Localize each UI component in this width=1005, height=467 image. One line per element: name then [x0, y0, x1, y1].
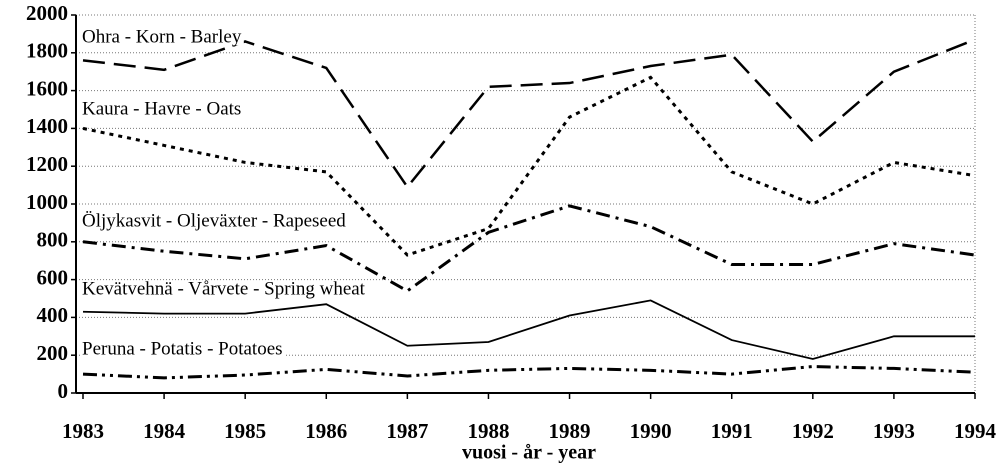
series-line: [82, 299, 975, 360]
series-line: [82, 204, 976, 293]
x-tick-label: 1987: [386, 419, 428, 443]
x-tick-label: 1984: [143, 419, 186, 443]
series-label: Ohra - Korn - Barley: [82, 26, 242, 47]
series-label-bg: [80, 100, 244, 118]
y-tick-label: 1400: [26, 114, 68, 138]
x-tick-label: 1994: [954, 419, 997, 443]
series-line: [82, 365, 976, 380]
series-label-bg: [80, 28, 244, 46]
series-label-bg: [80, 212, 349, 230]
series-line: [82, 38, 976, 190]
x-tick-label: 1992: [792, 419, 834, 443]
series-label-bg: [80, 280, 368, 298]
x-tick-label: 1993: [873, 419, 915, 443]
series-label: Kaura - Havre - Oats: [82, 98, 241, 119]
x-tick-label: 1986: [305, 419, 347, 443]
y-tick-label: 600: [37, 265, 69, 289]
y-tick-label: 2000: [26, 1, 68, 25]
series-label: Kevätvehnä - Vårvete - Spring wheat: [82, 278, 366, 299]
series-label: Öljykasvit - Oljeväxter - Rapeseed: [82, 210, 346, 231]
y-tick-label: 1200: [26, 152, 68, 176]
y-tick-label: 1000: [26, 190, 68, 214]
series-line: [82, 75, 976, 257]
y-tick-label: 800: [37, 228, 69, 252]
x-tick-label: 1991: [711, 419, 753, 443]
y-tick-label: 1800: [26, 39, 68, 63]
x-tick-label: 1983: [62, 419, 104, 443]
x-tick-label: 1985: [224, 419, 266, 443]
series-label-bg: [80, 340, 285, 358]
series-label: Peruna - Potatis - Potatoes: [82, 338, 283, 359]
y-tick-label: 400: [37, 303, 69, 327]
x-tick-label: 1988: [467, 419, 509, 443]
y-tick-label: 1600: [26, 76, 68, 100]
y-tick-label: 200: [37, 341, 69, 365]
x-tick-label: 1990: [630, 419, 672, 443]
x-axis-label: vuosi - år - year: [462, 442, 596, 464]
y-tick-label: 0: [58, 379, 69, 403]
x-tick-label: 1989: [549, 419, 591, 443]
